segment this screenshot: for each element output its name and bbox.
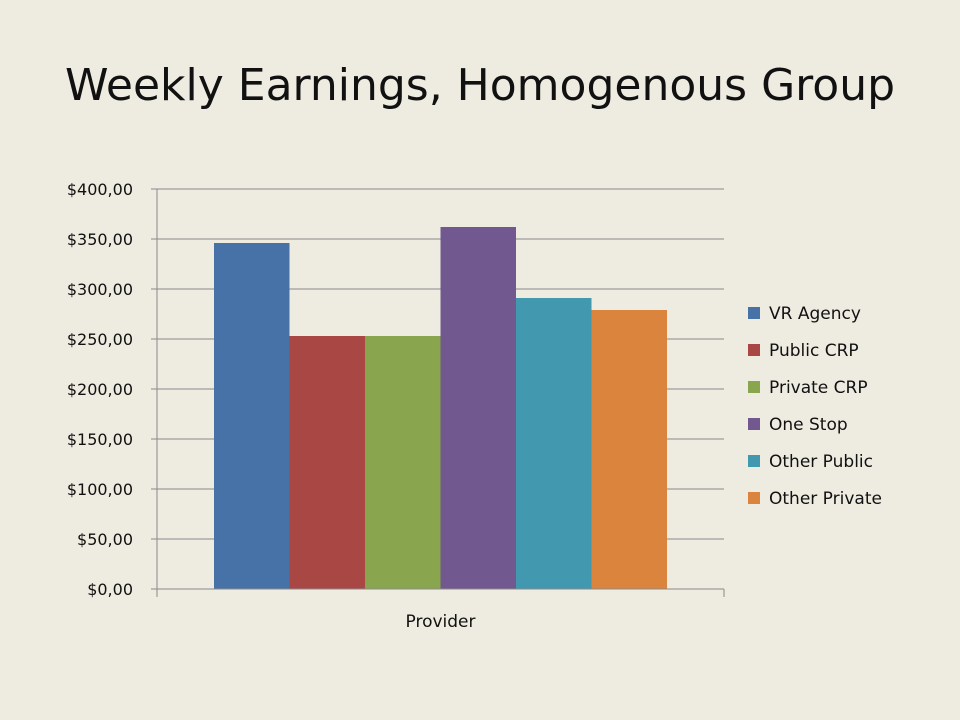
legend-label: Private CRP bbox=[769, 378, 868, 398]
legend-label: VR Agency bbox=[769, 304, 861, 324]
x-category-label: Provider bbox=[406, 612, 476, 632]
legend-swatch bbox=[748, 381, 760, 393]
legend-label: Other Public bbox=[769, 452, 873, 472]
bar-one-stop bbox=[440, 227, 516, 589]
y-tick-label: $250,00 bbox=[67, 330, 133, 349]
bar-public-crp bbox=[289, 336, 365, 589]
y-tick-label: $150,00 bbox=[67, 430, 133, 449]
y-tick-label: $350,00 bbox=[67, 230, 133, 249]
y-tick-label: $0,00 bbox=[87, 580, 133, 599]
bar-other-private bbox=[591, 310, 667, 589]
legend-label: Other Private bbox=[769, 489, 882, 509]
legend-swatch bbox=[748, 344, 760, 356]
y-tick-label: $50,00 bbox=[77, 530, 133, 549]
y-tick-label: $200,00 bbox=[67, 380, 133, 399]
y-tick-label: $100,00 bbox=[67, 480, 133, 499]
y-tick-label: $400,00 bbox=[67, 180, 133, 199]
x-axis-categories: Provider bbox=[156, 589, 725, 632]
y-tick-label: $300,00 bbox=[67, 280, 133, 299]
y-axis-ticks: $0,00 $50,00 $100,00 $150,00 $200,00 $250,00 $… bbox=[67, 180, 157, 599]
legend-swatch bbox=[748, 418, 760, 430]
bar-private-crp bbox=[365, 336, 441, 589]
bar-vr-agency bbox=[214, 243, 290, 589]
legend-label: One Stop bbox=[769, 415, 848, 435]
bars bbox=[214, 227, 667, 589]
slide-title: Weekly Earnings, Homogenous Group bbox=[64, 60, 896, 111]
legend-swatch bbox=[748, 307, 760, 319]
legend-swatch bbox=[748, 455, 760, 467]
legend-label: Public CRP bbox=[769, 341, 859, 361]
legend-swatch bbox=[748, 492, 760, 504]
bar-other-public bbox=[516, 298, 592, 589]
legend: VR Agency Public CRP Private CRP One Stop Ot… bbox=[748, 304, 882, 509]
